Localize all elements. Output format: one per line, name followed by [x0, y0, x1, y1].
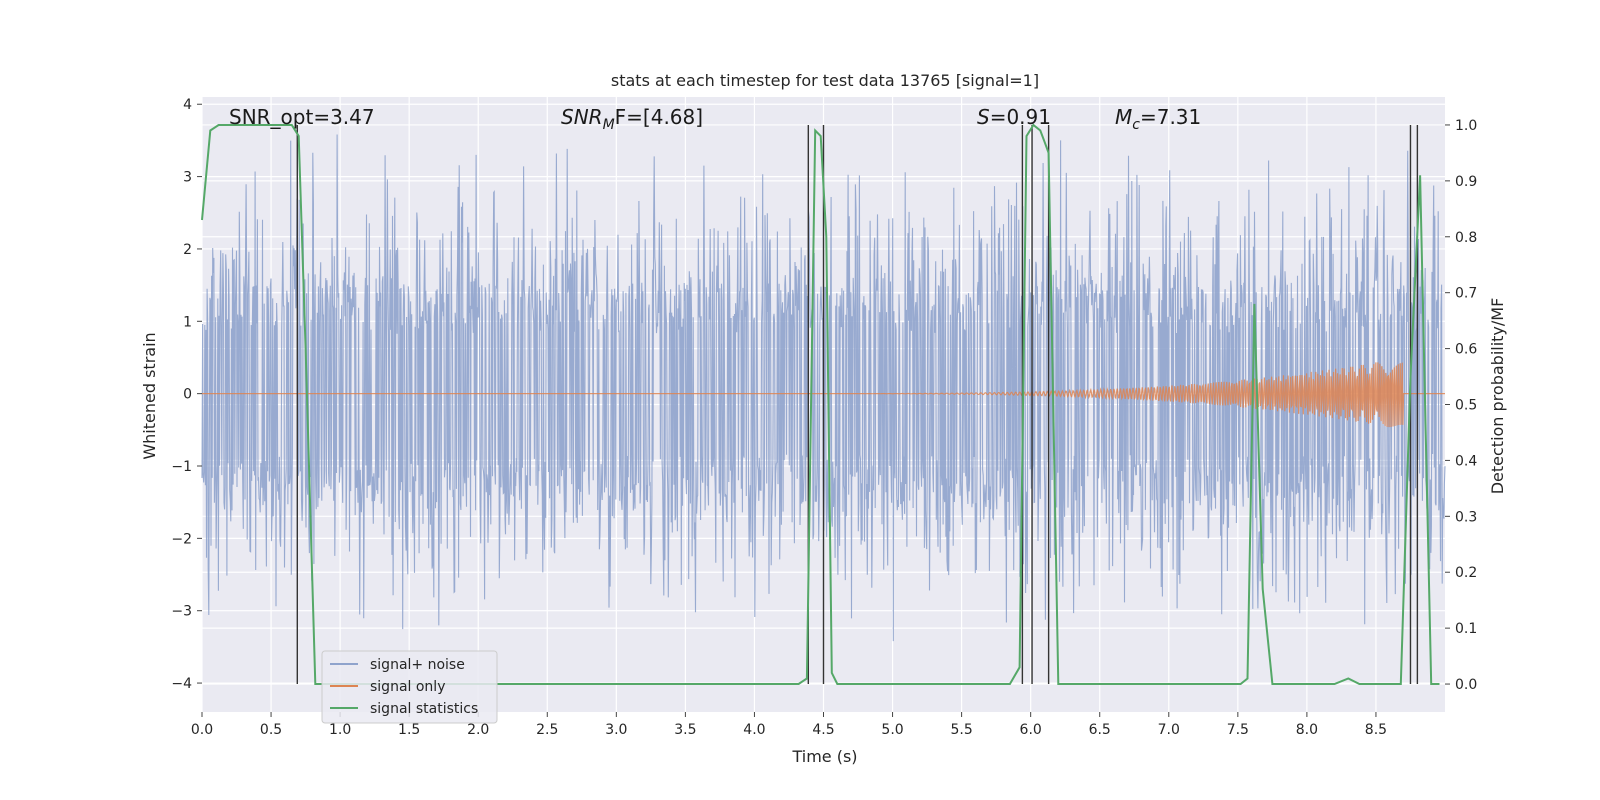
x-tick-label: 8.5 [1365, 722, 1387, 738]
mc-suffix: =7.31 [1140, 105, 1201, 129]
snr-mf-subscript: M [603, 117, 615, 133]
y-tick-label: 2 [183, 242, 192, 258]
mc-subscript: c [1132, 117, 1140, 133]
x-tick-label: 4.5 [812, 722, 834, 738]
legend: signal+ noise signal only signal statist… [321, 650, 498, 724]
series-signal-only [202, 362, 1446, 428]
mc-prefix: M [1115, 105, 1132, 129]
s-annotation: S=0.91 [977, 105, 1051, 129]
y-right-tick-label: 0.8 [1455, 230, 1477, 246]
y-right-tick-label: 0.1 [1455, 621, 1477, 637]
y-axis-label: Whitened strain [140, 332, 159, 459]
y-tick-label: −4 [171, 676, 192, 692]
y-tick-label: 3 [183, 170, 192, 186]
y-tick-label: −2 [171, 531, 192, 547]
x-tick-label: 6.0 [1020, 722, 1042, 738]
x-tick-label: 5.0 [881, 722, 903, 738]
x-tick-label: 1.5 [398, 722, 420, 738]
chart-title: stats at each timestep for test data 137… [611, 71, 1039, 90]
y-tick-label: 1 [183, 314, 192, 330]
y-right-tick-label: 0.5 [1455, 398, 1477, 414]
legend-label-signal-only: signal only [370, 679, 445, 695]
y-right-axis-label: Detection probability/MF [1488, 298, 1507, 495]
snr-mf-suffix: F=[4.68] [615, 105, 703, 129]
y-right-tick-label: 0.0 [1455, 677, 1477, 693]
y-right-tick-label: 0.4 [1455, 453, 1477, 469]
legend-label-signal-noise: signal+ noise [370, 657, 465, 673]
mc-annotation: Mc=7.31 [1115, 105, 1201, 133]
series-signal-statistics [201, 123, 1440, 685]
y-axis-ticks: 4 3 2 1 0 −1 −2 −3 −4 [171, 97, 202, 692]
x-tick-label: 8.0 [1296, 722, 1318, 738]
y-right-axis-ticks: 1.0 0.9 0.8 0.7 0.6 0.5 0.4 0.3 0.2 0.1 0.0 [1445, 118, 1477, 693]
legend-box [321, 650, 498, 724]
y-right-tick-label: 0.7 [1455, 286, 1477, 302]
x-tick-label: 6.5 [1089, 722, 1111, 738]
y-right-tick-label: 0.9 [1455, 174, 1477, 190]
x-tick-label: 2.0 [467, 722, 489, 738]
s-suffix: =0.91 [990, 105, 1051, 129]
y-tick-label: −1 [171, 459, 192, 475]
legend-label-signal-statistics: signal statistics [370, 701, 478, 717]
x-tick-label: 5.5 [950, 722, 972, 738]
y-right-tick-label: 1.0 [1455, 118, 1477, 134]
snr-mf-prefix: SNR [561, 105, 603, 129]
x-tick-label: 0.0 [191, 722, 213, 738]
y-right-tick-label: 0.6 [1455, 342, 1477, 358]
y-tick-label: 0 [183, 387, 192, 403]
x-tick-label: 7.0 [1158, 722, 1180, 738]
y-right-tick-label: 0.3 [1455, 509, 1477, 525]
x-axis-ticks: 0.0 0.5 1.0 1.5 2.0 2.5 3.0 3.5 4.0 4.5 5.0 5.5 6.0 6… [191, 712, 1387, 738]
y-tick-label: −3 [171, 604, 192, 620]
data-layer [201, 123, 1446, 685]
s-prefix: S [977, 105, 990, 129]
x-tick-label: 1.0 [329, 722, 351, 738]
x-tick-label: 0.5 [260, 722, 282, 738]
snr-mf-annotation: SNRMF=[4.68] [561, 105, 703, 133]
x-tick-label: 4.0 [743, 722, 765, 738]
x-tick-label: 3.5 [674, 722, 696, 738]
x-tick-label: 7.5 [1227, 722, 1249, 738]
y-right-tick-label: 0.2 [1455, 565, 1477, 581]
x-tick-label: 3.0 [605, 722, 627, 738]
snr-opt-annotation: SNR_opt=3.47 [229, 105, 375, 129]
y-tick-label: 4 [183, 97, 192, 113]
x-tick-label: 2.5 [536, 722, 558, 738]
x-axis-label: Time (s) [791, 747, 857, 766]
